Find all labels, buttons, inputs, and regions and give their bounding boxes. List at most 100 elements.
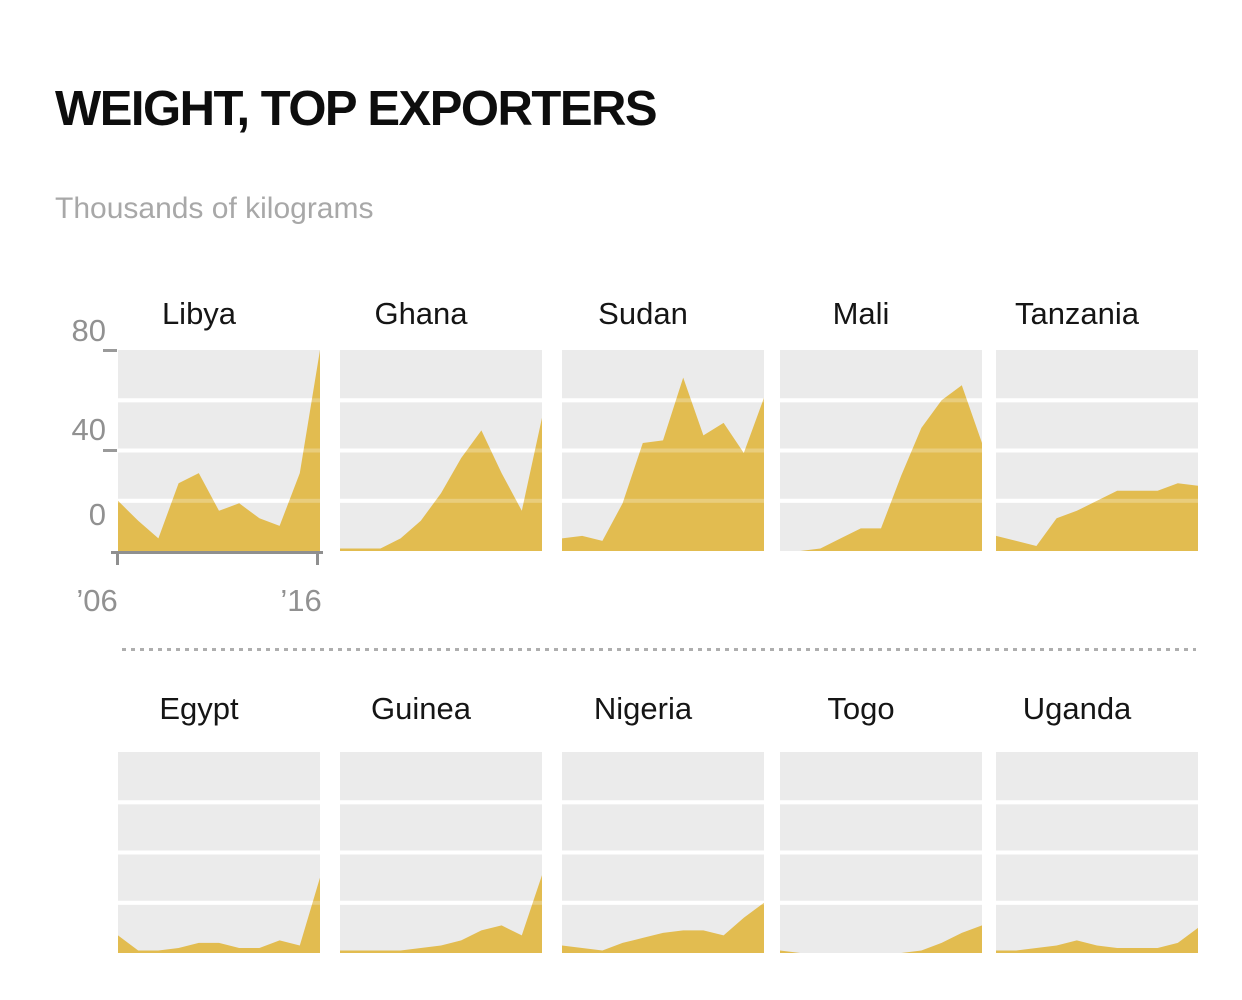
area-chart-uganda [996, 752, 1198, 953]
chart-title-uganda: Uganda [1022, 691, 1132, 726]
x-tick-mark-2006 [116, 552, 119, 565]
gridline-overlay [996, 850, 1198, 855]
chart-title-guinea: Guinea [371, 691, 471, 726]
gridline [996, 398, 1198, 403]
area-chart-libya [118, 350, 320, 551]
chart-cell-sudan [562, 350, 764, 551]
gridline [340, 398, 542, 403]
gridline [118, 800, 320, 805]
gridline-overlay [562, 850, 764, 855]
gridline [996, 800, 1198, 805]
gridline [780, 398, 982, 403]
gridline-overlay [340, 900, 542, 905]
gridline-overlay [780, 498, 982, 503]
gridline-overlay [562, 800, 764, 805]
chart-cell-togo [780, 752, 982, 953]
chart-cell-mali [780, 350, 982, 551]
gridline-overlay [562, 498, 764, 503]
chart-cell-libya [118, 350, 320, 551]
gridline-overlay [780, 398, 982, 403]
gridline-overlay [118, 498, 320, 503]
area-path-ghana [340, 417, 542, 551]
area-path-togo [780, 925, 982, 953]
dotted-divider [122, 648, 1196, 651]
chart-cell-guinea [340, 752, 542, 953]
gridline [996, 498, 1198, 503]
gridline-overlay [996, 398, 1198, 403]
chart-title-togo: Togo [827, 691, 895, 726]
chart-title-nigeria: Nigeria [593, 691, 693, 726]
gridline-overlay [780, 900, 982, 905]
gridline-overlay [996, 800, 1198, 805]
gridline [996, 448, 1198, 453]
gridline-overlay [780, 448, 982, 453]
gridline-overlay [996, 900, 1198, 905]
area-chart-sudan [562, 350, 764, 551]
x-tick-label-2006: ’06 [76, 583, 118, 618]
gridline-overlay [996, 448, 1198, 453]
area-path-guinea [340, 875, 542, 953]
gridline [562, 398, 764, 403]
area-chart-mali [780, 350, 982, 551]
area-chart-nigeria [562, 752, 764, 953]
gridline-overlay [118, 800, 320, 805]
chart-subtitle: Thousands of kilograms [55, 192, 374, 225]
gridline-overlay [340, 498, 542, 503]
gridline-overlay [340, 448, 542, 453]
chart-cell-nigeria [562, 752, 764, 953]
area-chart-togo [780, 752, 982, 953]
gridline-overlay [118, 900, 320, 905]
gridline [118, 850, 320, 855]
gridline [780, 900, 982, 905]
gridline [340, 850, 542, 855]
area-chart-guinea [340, 752, 542, 953]
chart-title-libya: Libya [161, 296, 237, 331]
x-tick-mark-2016 [316, 552, 319, 565]
gridline-overlay [118, 398, 320, 403]
chart-cell-egypt [118, 752, 320, 953]
gridline [562, 900, 764, 905]
gridline [562, 850, 764, 855]
gridline [780, 850, 982, 855]
gridline-overlay [118, 448, 320, 453]
area-chart-ghana [340, 350, 542, 551]
gridline-overlay [562, 398, 764, 403]
gridline-overlay [340, 850, 542, 855]
area-path-mali [780, 385, 982, 551]
chart-cell-ghana [340, 350, 542, 551]
gridline [780, 800, 982, 805]
gridline [996, 850, 1198, 855]
y-tick-label-0: 0 [88, 497, 106, 532]
gridline-overlay [118, 850, 320, 855]
y-tick-label-80: 80 [71, 313, 106, 348]
gridline [340, 448, 542, 453]
gridline [118, 498, 320, 503]
gridline [996, 900, 1198, 905]
chart-title-egypt: Egypt [159, 691, 239, 726]
gridline [562, 800, 764, 805]
x-axis-line [111, 551, 323, 554]
chart-title-sudan: Sudan [598, 296, 688, 331]
gridline-overlay [340, 800, 542, 805]
x-tick-label-2016: ’16 [280, 583, 322, 618]
chart-cell-tanzania [996, 350, 1198, 551]
area-path-tanzania [996, 483, 1198, 551]
area-path-nigeria [562, 902, 764, 953]
gridline-overlay [996, 498, 1198, 503]
area-chart-tanzania [996, 350, 1198, 551]
area-path-uganda [996, 927, 1198, 953]
area-chart-egypt [118, 752, 320, 953]
area-path-sudan [562, 377, 764, 551]
chart-title-tanzania: Tanzania [1014, 296, 1140, 331]
gridline [118, 398, 320, 403]
gridline [118, 448, 320, 453]
main-title: WEIGHT, TOP EXPORTERS [55, 82, 658, 136]
y-tick-mark-40 [103, 449, 117, 452]
gridline [340, 900, 542, 905]
gridline [780, 448, 982, 453]
gridline-overlay [562, 900, 764, 905]
chart-title-ghana: Ghana [374, 296, 468, 331]
gridline [780, 498, 982, 503]
y-tick-label-40: 40 [71, 412, 106, 447]
